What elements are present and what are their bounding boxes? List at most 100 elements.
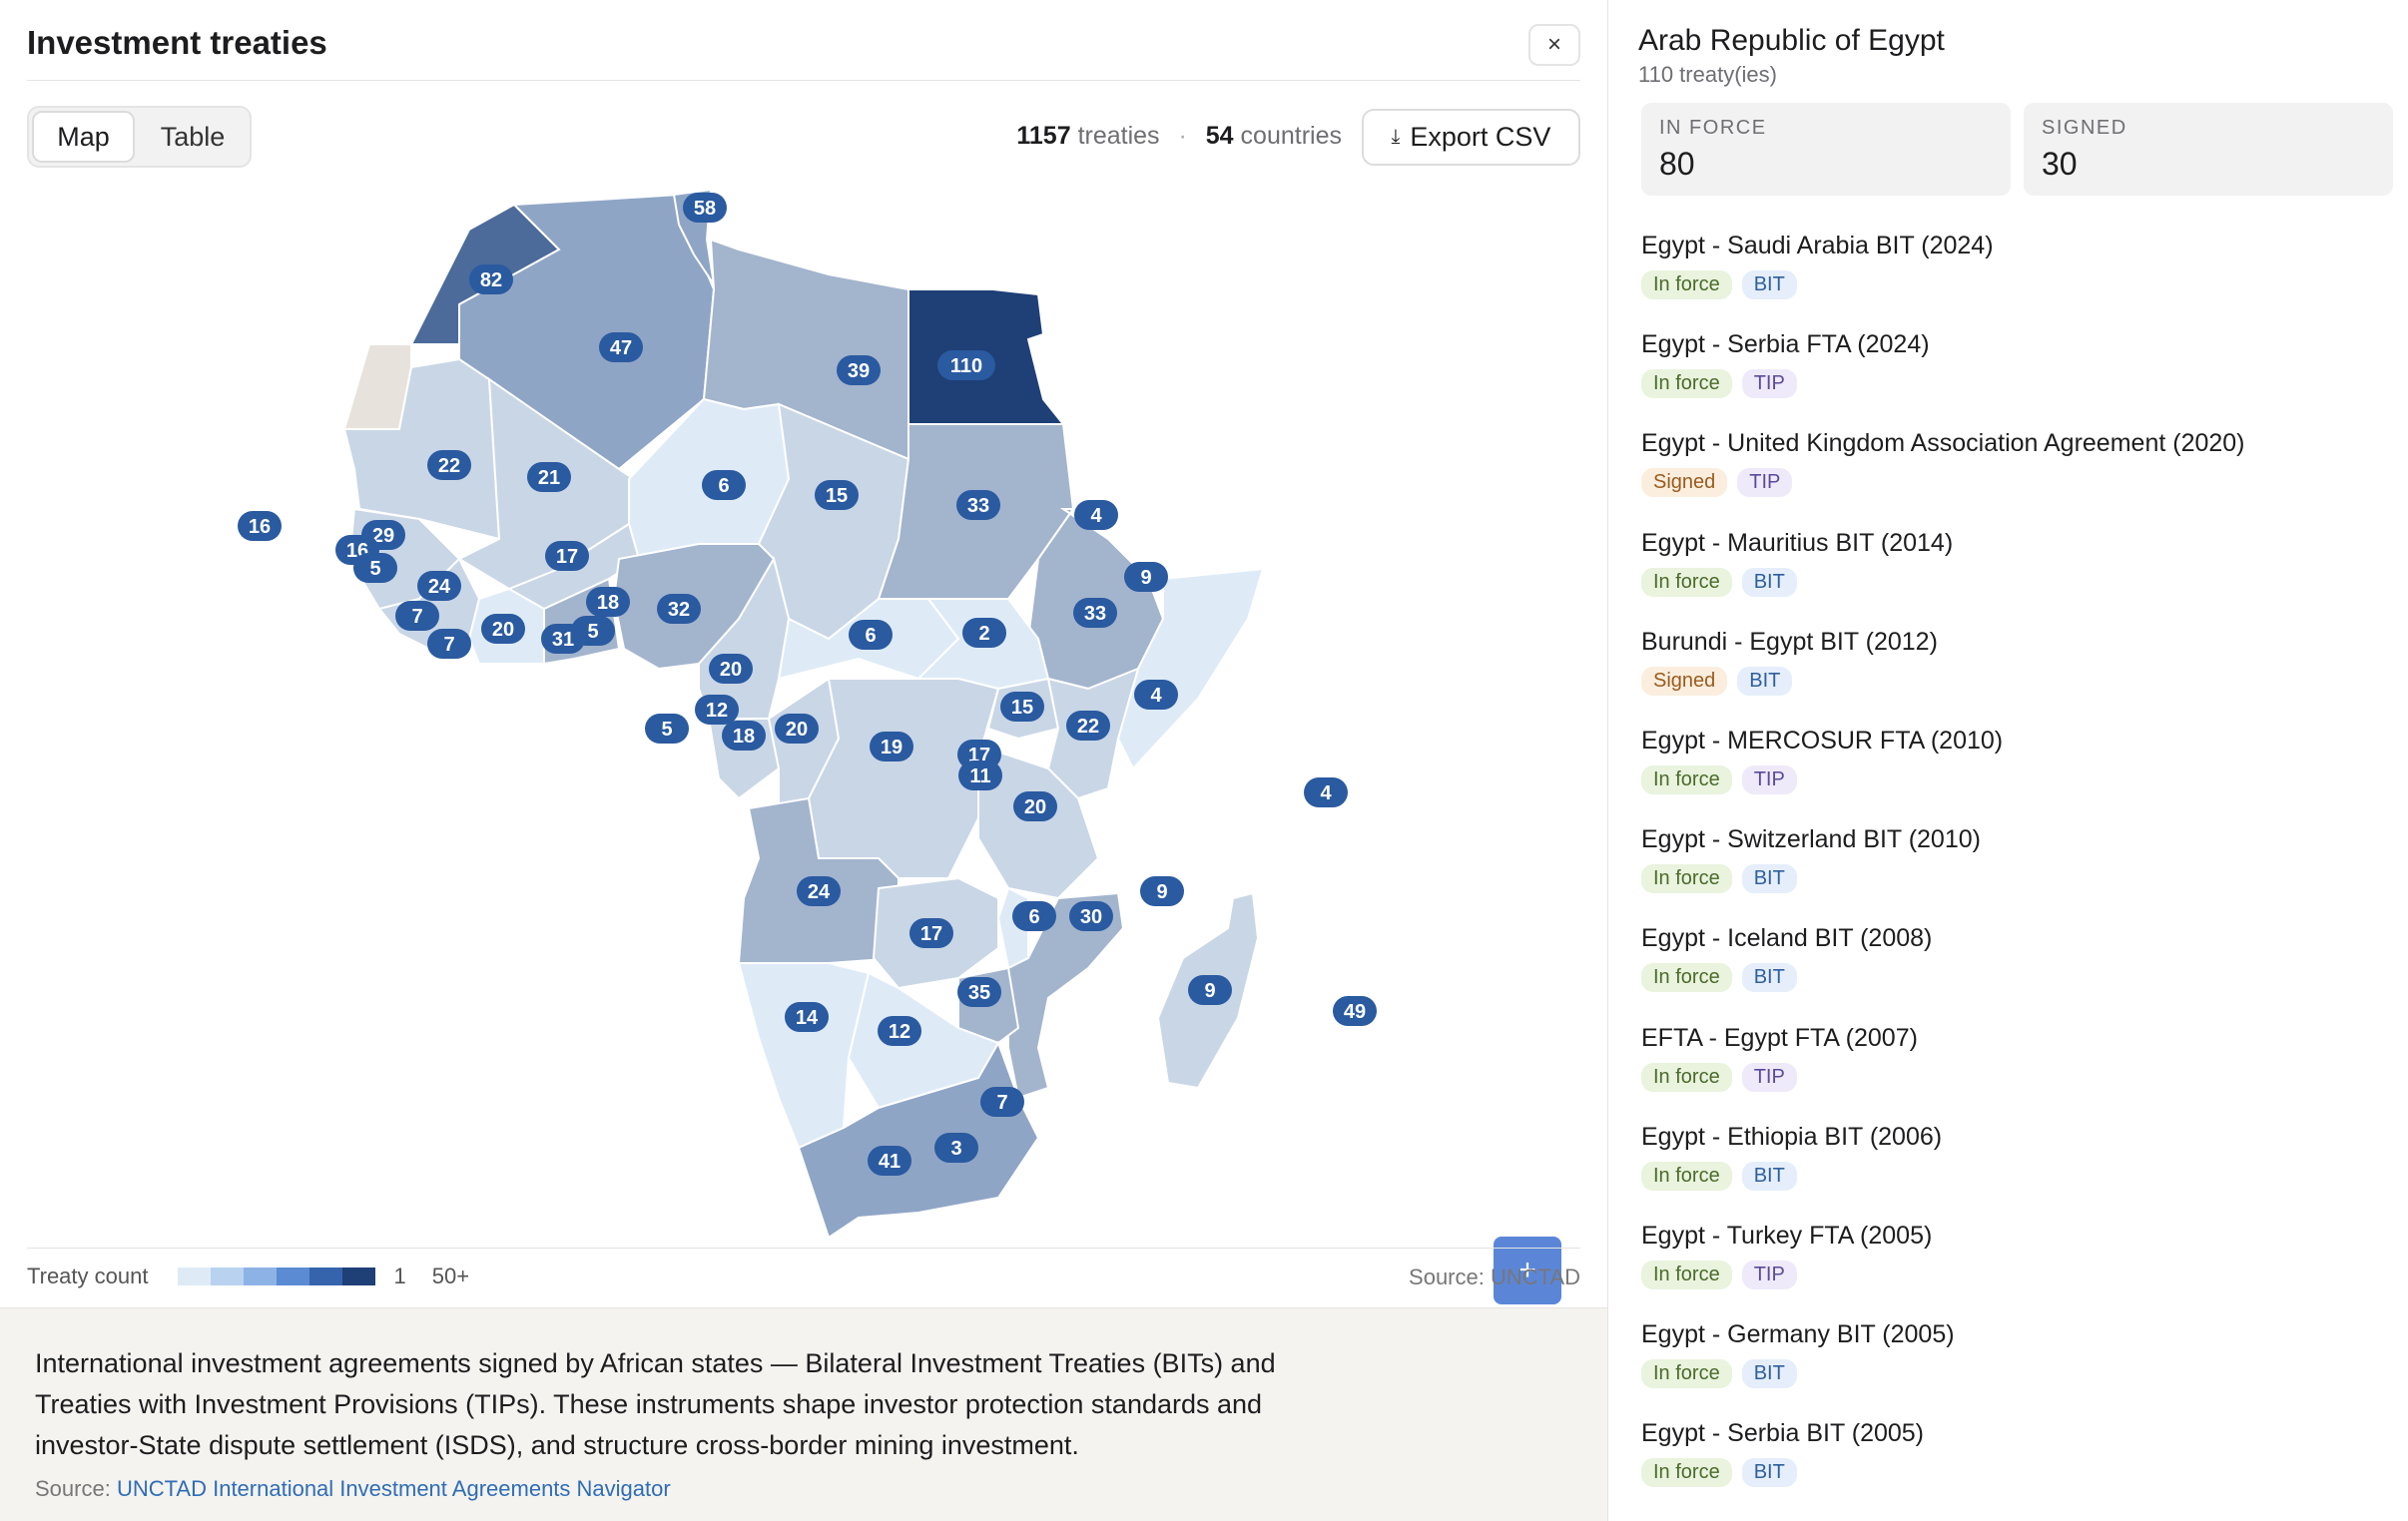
map-label-badge (645, 714, 689, 744)
map-label-text: 7 (443, 634, 454, 656)
treaty-name: Egypt - Iceland BIT (2008) (1641, 924, 1933, 953)
map-label-libya[interactable]: 39 (837, 355, 881, 385)
map-label-text: 14 (796, 1007, 819, 1029)
map-label-somalia[interactable]: 4 (1134, 680, 1178, 710)
map-label-zambia[interactable]: 17 (909, 918, 953, 948)
map-label-gabon[interactable]: 18 (722, 721, 766, 751)
treaty-item[interactable]: Egypt - Ethiopia BIT (2006) In force BIT (1641, 1123, 2380, 1222)
map-label-badge (1140, 876, 1184, 906)
export-label: Export CSV (1410, 122, 1551, 152)
treaty-type-badge: TIP (1741, 1062, 1797, 1092)
country-south-africa[interactable] (797, 1040, 1040, 1240)
map-label-uganda[interactable]: 15 (1000, 692, 1044, 722)
map-label-seychelles[interactable]: 4 (1304, 777, 1348, 807)
map-label-kenya[interactable]: 22 (1066, 711, 1110, 741)
map-label-badge (837, 355, 881, 385)
treaty-name: EFTA - Egypt FTA (2007) (1641, 1023, 1918, 1052)
map-label-congo[interactable]: 20 (775, 714, 819, 744)
treaty-item[interactable]: Egypt - Mauritius BIT (2014) In force BIT (1641, 529, 2380, 628)
map-label-chad[interactable]: 15 (815, 480, 859, 510)
map-label-botswana[interactable]: 12 (878, 1016, 921, 1046)
map-label-text: 21 (538, 467, 560, 489)
map-label-malawi[interactable]: 6 (1012, 901, 1056, 931)
map-label-mauritania[interactable]: 22 (427, 450, 471, 480)
treaty-tags: In force TIP (1641, 1062, 2380, 1092)
map-label-benin[interactable]: 18 (586, 587, 630, 617)
export-csv-button[interactable]: ⤓ Export CSV (1362, 109, 1580, 166)
map-label-equatorial-guinea[interactable]: 12 (695, 695, 739, 725)
treaty-status-badge: In force (1641, 270, 1732, 299)
map-label-cabo-verde[interactable]: 16 (238, 511, 282, 541)
map-label-badge (878, 1016, 921, 1046)
treaty-item[interactable]: Egypt - Saudi Arabia BIT (2024) In force B… (1641, 232, 2380, 330)
close-panel-button[interactable]: × (1528, 24, 1580, 66)
treaty-item[interactable]: Egypt - Iceland BIT (2008) In force BIT (1641, 924, 2380, 1023)
map-legend: Treaty count 1 50+ (27, 1264, 469, 1289)
map-label-badge (1134, 680, 1178, 710)
map-label-burundi[interactable]: 11 (958, 760, 1002, 790)
map-label-badge (427, 629, 471, 659)
map-label-ethiopia[interactable]: 33 (1073, 598, 1117, 628)
map-label-burkina-faso[interactable]: 17 (545, 541, 589, 571)
map-label-badge (395, 601, 439, 631)
map-label-madagascar[interactable]: 9 (1188, 975, 1232, 1005)
treaty-item[interactable]: Egypt - Serbia BIT (2005) In force BIT (1641, 1419, 2380, 1518)
country-somalia[interactable] (1116, 567, 1265, 770)
map-label-cote-divoire[interactable]: 20 (481, 614, 525, 644)
map-label-egypt[interactable]: 110 (937, 350, 995, 380)
treaty-item[interactable]: EFTA - Egypt FTA (2007) In force TIP (1641, 1024, 2380, 1123)
map-label-eswatini[interactable]: 7 (980, 1087, 1024, 1117)
africa-map[interactable]: 82 47 58 39 110 22 21 6 15 33 4 16 29 16 5 17 24 7 7 20 31 5 1… (0, 180, 1607, 1379)
map-label-djibouti[interactable]: 9 (1124, 562, 1168, 592)
map-label-badge (1000, 692, 1044, 722)
map-label-eritrea[interactable]: 4 (1074, 500, 1118, 530)
map-label-guinea[interactable]: 24 (417, 571, 461, 601)
map-label-dr-congo[interactable]: 19 (870, 732, 913, 761)
map-label-tanzania[interactable]: 20 (1013, 791, 1057, 821)
treaty-name: Egypt - Serbia FTA (2024) (1641, 330, 1930, 359)
map-label-niger[interactable]: 6 (702, 470, 746, 500)
treaty-item[interactable]: Egypt - Serbia FTA (2024) In force TIP (1641, 330, 2380, 429)
map-label-south-sudan[interactable]: 2 (962, 618, 1006, 648)
map-label-south-africa[interactable]: 41 (868, 1146, 911, 1176)
map-label-algeria[interactable]: 47 (599, 332, 643, 362)
map-label-angola[interactable]: 24 (797, 876, 841, 906)
map-label-sao-tome[interactable]: 5 (645, 714, 689, 744)
map-label-morocco[interactable]: 82 (469, 264, 513, 294)
map-label-nigeria[interactable]: 32 (657, 594, 701, 624)
map-label-mozambique[interactable]: 30 (1069, 901, 1113, 931)
table-view-button[interactable]: Table (160, 121, 226, 152)
map-label-comoros[interactable]: 9 (1140, 876, 1184, 906)
map-label-zimbabwe[interactable]: 35 (957, 977, 1001, 1007)
map-label-namibia[interactable]: 14 (785, 1002, 829, 1032)
map-label-text: 9 (1204, 980, 1215, 1002)
map-label-badge (797, 876, 841, 906)
treaty-item[interactable]: Egypt - Germany BIT (2005) In force BIT (1641, 1320, 2380, 1419)
map-label-lesotho[interactable]: 3 (934, 1133, 978, 1163)
map-label-text: 33 (967, 495, 989, 517)
map-label-text: 20 (492, 619, 514, 641)
footer-source-link[interactable]: UNCTAD International Investment Agreemen… (116, 1476, 671, 1501)
country-mozambique[interactable] (1007, 891, 1125, 1100)
map-label-liberia[interactable]: 7 (427, 629, 471, 659)
map-label-cameroon[interactable]: 20 (709, 654, 753, 684)
treaty-item[interactable]: Egypt - Turkey FTA (2005) In force TIP (1641, 1222, 2380, 1320)
map-label-sudan[interactable]: 33 (956, 490, 1000, 520)
map-label-mauritius[interactable]: 49 (1333, 996, 1377, 1026)
map-label-mali[interactable]: 21 (527, 462, 571, 492)
treaty-name: Egypt - Switzerland BIT (2010) (1641, 825, 1981, 854)
map-label-badge (980, 1087, 1024, 1117)
treaty-tags: Signed TIP (1641, 468, 2380, 498)
map-label-central-african-republic[interactable]: 6 (849, 620, 893, 650)
treaty-item[interactable]: Burundi - Egypt BIT (2012) Signed BIT (1641, 628, 2380, 727)
map-label-togo[interactable]: 5 (571, 616, 615, 646)
treaty-item[interactable]: Egypt - MERCOSUR FTA (2010) In force TIP (1641, 727, 2380, 825)
map-label-badge (909, 918, 953, 948)
map-view-button[interactable]: Map (32, 111, 135, 163)
map-label-sierra-leone[interactable]: 7 (395, 601, 439, 631)
map-label-tunisia[interactable]: 58 (683, 193, 727, 223)
treaty-item[interactable]: Egypt - Switzerland BIT (2010) In force BI… (1641, 825, 2380, 924)
treaty-item[interactable]: Egypt - United Kingdom Association Agree… (1641, 429, 2380, 528)
map-label-guinea-bissau[interactable]: 5 (353, 553, 397, 583)
